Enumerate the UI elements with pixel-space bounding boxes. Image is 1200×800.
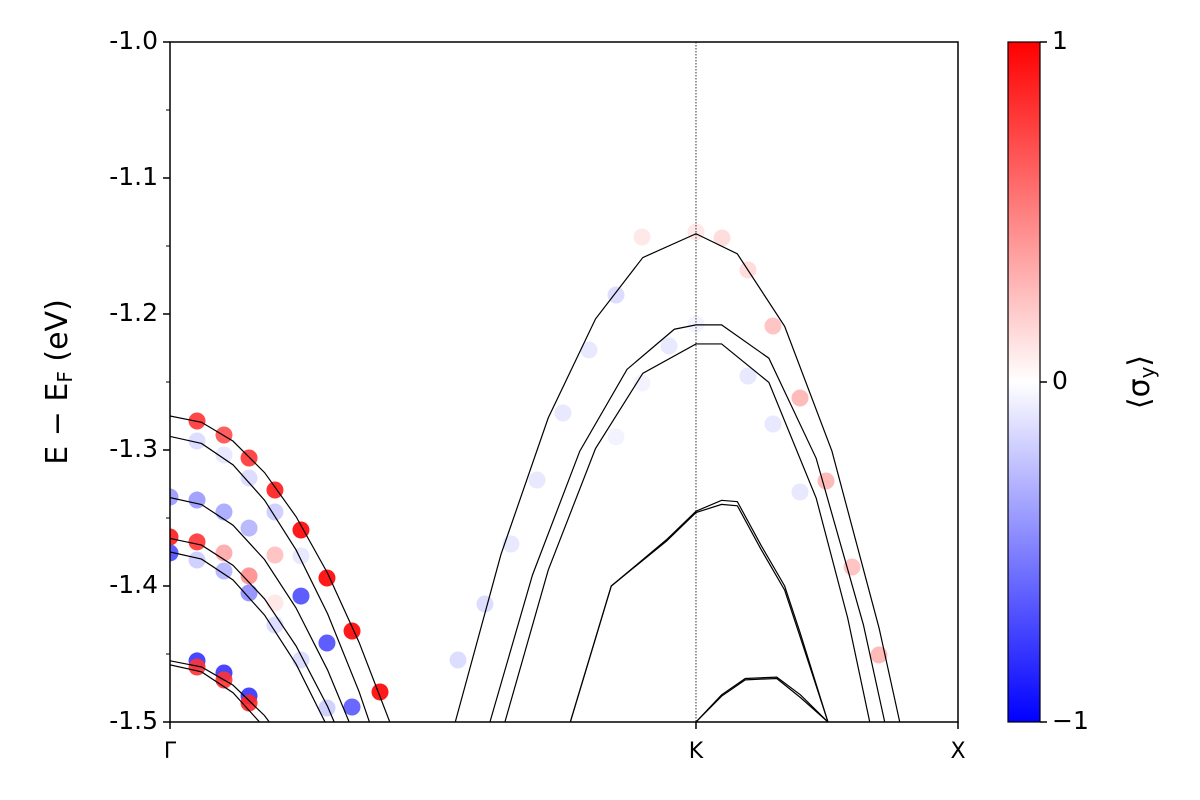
colorbar-label: ⟨σy⟩ <box>1122 355 1159 409</box>
spin-point <box>343 698 361 716</box>
spin-point <box>870 646 888 664</box>
spin-point <box>343 622 361 640</box>
spin-point <box>292 587 310 605</box>
spin-point <box>240 694 258 712</box>
band-line <box>170 435 371 722</box>
colorbar-label-text: ⟨σ <box>1122 378 1157 409</box>
y-tick-label: -1.0 <box>109 26 158 55</box>
spin-point <box>240 449 258 467</box>
band-line <box>170 537 335 722</box>
spin-point <box>633 228 651 246</box>
y-tick-label: -1.5 <box>109 706 158 735</box>
band-line <box>489 324 886 722</box>
band-line <box>170 660 271 722</box>
spin-point <box>633 374 651 392</box>
spin-point <box>170 488 179 506</box>
spin-point <box>476 595 494 613</box>
spin-point <box>240 469 258 487</box>
spin-point <box>240 567 258 585</box>
colorbar-label-sub: y <box>1135 366 1159 378</box>
band-line <box>695 677 829 722</box>
spin-point <box>791 483 809 501</box>
spin-point <box>170 528 179 546</box>
colorbar-tick-label: 1 <box>1052 26 1068 55</box>
band-line <box>695 676 829 722</box>
spin-point <box>215 446 233 464</box>
plot-area <box>170 223 901 722</box>
colorbar-tick-label: −1 <box>1052 706 1089 735</box>
x-tick-label: K <box>689 739 704 764</box>
spin-point <box>791 389 809 407</box>
spin-point <box>764 317 782 335</box>
spin-point <box>449 651 467 669</box>
spin-point <box>528 471 546 489</box>
spin-point <box>660 337 678 355</box>
y-axis-label-text: E − E <box>40 383 75 465</box>
y-tick-label: -1.3 <box>109 434 158 463</box>
spin-point <box>554 404 572 422</box>
spin-point <box>371 683 389 701</box>
spin-point <box>240 584 258 602</box>
y-axis-label-tail: (eV) <box>40 299 75 371</box>
band-line <box>454 233 901 722</box>
spin-point <box>266 481 284 499</box>
x-tick-label: Γ <box>164 739 177 764</box>
band-line <box>170 551 326 722</box>
colorbar-label-end: ⟩ <box>1122 355 1157 367</box>
spin-point <box>292 547 310 565</box>
spin-point <box>739 367 757 385</box>
colorbar <box>1007 41 1041 723</box>
spin-point <box>502 535 520 553</box>
spin-point <box>817 472 835 490</box>
band-line <box>569 503 829 722</box>
spin-point <box>266 594 284 612</box>
band-line <box>170 415 391 722</box>
spin-point <box>240 519 258 537</box>
spin-point <box>580 341 598 359</box>
colorbar-tick-label: 0 <box>1052 366 1068 395</box>
spin-point <box>215 562 233 580</box>
y-tick-label: -1.4 <box>109 570 158 599</box>
band-line <box>170 497 350 722</box>
spin-point <box>607 286 625 304</box>
y-tick-label: -1.1 <box>109 162 158 191</box>
spin-point <box>607 428 625 446</box>
spin-point <box>843 558 861 576</box>
spin-point <box>188 533 206 551</box>
y-axis-label: E − EF (eV) <box>40 299 77 465</box>
y-axis-label-sub: F <box>53 371 77 383</box>
x-tick-label: X <box>950 739 965 764</box>
plot-frame <box>169 41 959 723</box>
spin-point <box>713 229 731 247</box>
spin-point <box>318 699 336 717</box>
spin-point <box>188 551 206 569</box>
spin-point <box>188 432 206 450</box>
spin-point <box>764 415 782 433</box>
y-tick-label: -1.2 <box>109 298 158 327</box>
spin-point <box>266 546 284 564</box>
spin-point <box>215 503 233 521</box>
spin-point <box>318 634 336 652</box>
band-line <box>170 664 261 722</box>
spin-point <box>266 503 284 521</box>
band-line <box>504 343 871 722</box>
